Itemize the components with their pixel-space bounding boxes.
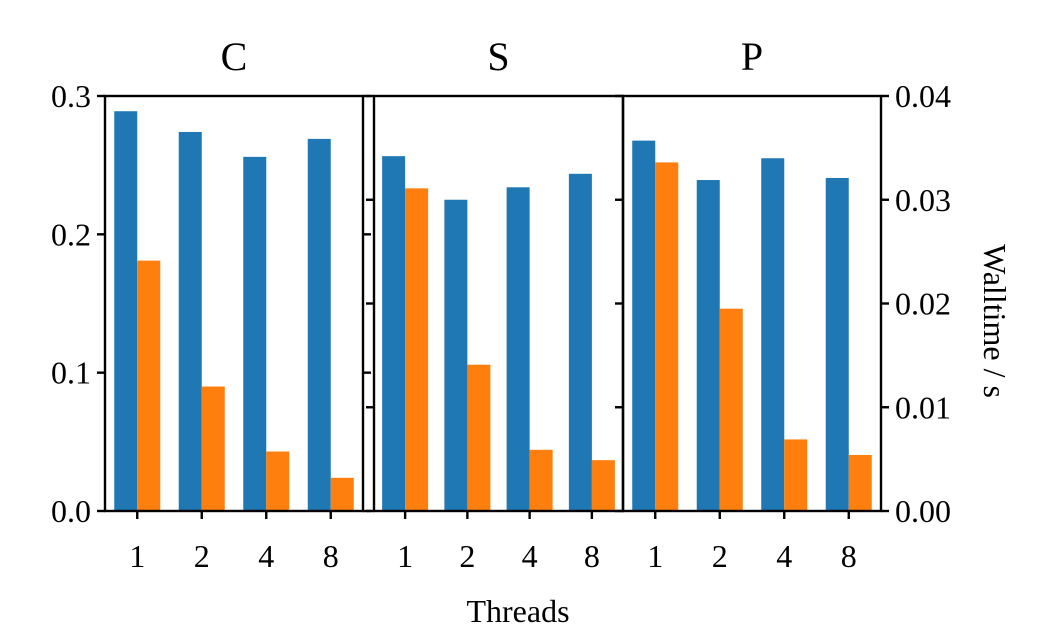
bar-C-2-s1 — [178, 131, 202, 511]
bar-S-8-s2 — [591, 460, 615, 511]
bar-C-1-s2 — [137, 260, 161, 511]
bar-P-4-s2 — [784, 439, 808, 511]
x-tick-label-P-8: 8 — [841, 538, 857, 574]
bar-C-4-s1 — [243, 156, 267, 511]
bar-P-4-s1 — [761, 158, 785, 511]
y-tick-label-right-3: 0.03 — [895, 182, 951, 218]
bar-S-8-s1 — [568, 173, 592, 511]
bar-C-2-s2 — [201, 386, 225, 511]
bar-C-8-s2 — [330, 477, 354, 511]
x-tick-label-C-2: 2 — [194, 538, 210, 574]
panel-frame-C — [103, 94, 365, 513]
y-tick-label-right-0: 0.00 — [895, 493, 951, 529]
bar-S-4-s2 — [529, 449, 553, 511]
x-tick-label-P-4: 4 — [776, 538, 792, 574]
y-tick-label-right-1: 0.01 — [895, 389, 951, 425]
bar-P-1-s2 — [655, 162, 679, 511]
x-tick-label-C-8: 8 — [323, 538, 339, 574]
panel-title-C: C — [221, 34, 248, 79]
bar-S-2-s2 — [467, 364, 491, 511]
y-tick-label-left-2: 0.2 — [51, 216, 91, 252]
bar-S-2-s1 — [444, 199, 468, 511]
bar-C-1-s1 — [114, 111, 138, 511]
y-tick-label-left-1: 0.1 — [51, 355, 91, 391]
panel-title-S: S — [487, 34, 509, 79]
y-tick-label-right-2: 0.02 — [895, 286, 951, 322]
bar-C-4-s2 — [266, 451, 290, 511]
x-tick-label-S-4: 4 — [522, 538, 538, 574]
x-axis-label: Threads — [466, 593, 569, 629]
bar-P-2-s2 — [719, 308, 743, 511]
bar-P-8-s2 — [848, 454, 872, 511]
bar-P-2-s1 — [696, 180, 720, 511]
bar-P-1-s1 — [632, 140, 656, 512]
panel-frame-P — [621, 94, 883, 513]
bar-P-8-s1 — [825, 177, 849, 511]
x-tick-label-S-8: 8 — [584, 538, 600, 574]
bar-C-8-s1 — [307, 138, 331, 511]
x-tick-label-S-1: 1 — [397, 538, 413, 574]
x-tick-label-P-2: 2 — [712, 538, 728, 574]
bar-S-1-s1 — [382, 156, 406, 512]
y-axis-label-right: Walltime / s — [977, 244, 1013, 398]
y-tick-label-left-0: 0.0 — [51, 493, 91, 529]
x-tick-label-P-1: 1 — [647, 538, 663, 574]
x-tick-label-S-2: 2 — [459, 538, 475, 574]
x-tick-label-C-4: 4 — [258, 538, 274, 574]
bar-S-4-s1 — [506, 187, 530, 512]
bar-S-1-s2 — [405, 188, 429, 511]
y-tick-label-left-3: 0.3 — [51, 78, 91, 114]
x-tick-label-C-1: 1 — [129, 538, 145, 574]
panel-title-P: P — [741, 34, 763, 79]
y-tick-label-right-4: 0.04 — [895, 78, 951, 114]
